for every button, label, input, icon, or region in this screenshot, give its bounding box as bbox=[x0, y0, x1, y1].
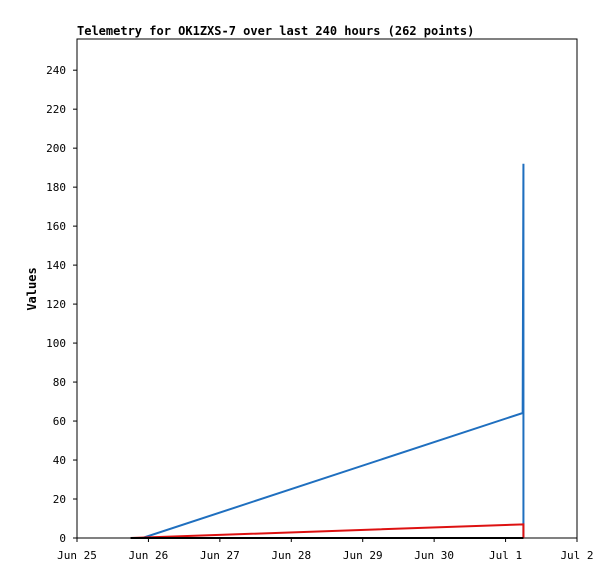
x-tick-label: Jun 28 bbox=[271, 549, 311, 562]
y-tick-label: 240 bbox=[46, 64, 66, 77]
x-tick-label: Jul 2 bbox=[560, 549, 593, 562]
x-tick-label: Jun 30 bbox=[414, 549, 454, 562]
x-tick-label: Jul 1 bbox=[489, 549, 522, 562]
y-tick-label: 100 bbox=[46, 337, 66, 350]
y-tick-label: 20 bbox=[53, 493, 66, 506]
y-tick-label: 220 bbox=[46, 103, 66, 116]
y-tick-label: 200 bbox=[46, 142, 66, 155]
axis-layer: 0 20 40 60 80 100 120 140 160 180 200 220 240 Jun 25 J… bbox=[46, 64, 593, 562]
plot-frame bbox=[76, 38, 578, 539]
y-tick-label: 120 bbox=[46, 298, 66, 311]
x-tick-label: Jun 29 bbox=[343, 549, 383, 562]
x-tick-label: Jun 26 bbox=[129, 549, 169, 562]
y-axis-label: Values bbox=[25, 267, 39, 310]
series-line-1 bbox=[130, 163, 525, 539]
y-tick-label: 180 bbox=[46, 181, 66, 194]
x-tick-label: Jun 27 bbox=[200, 549, 240, 562]
series-line-2 bbox=[130, 523, 525, 539]
series-layer bbox=[130, 163, 525, 539]
y-tick-label: 40 bbox=[53, 454, 66, 467]
chart-title: Telemetry for OK1ZXS-7 over last 240 hou… bbox=[77, 24, 474, 38]
y-tick-label: 0 bbox=[59, 532, 66, 545]
x-tick-label: Jun 25 bbox=[57, 549, 97, 562]
y-tick-label: 80 bbox=[53, 376, 66, 389]
y-tick-label: 140 bbox=[46, 259, 66, 272]
y-tick-label: 60 bbox=[53, 415, 66, 428]
y-tick-label: 160 bbox=[46, 220, 66, 233]
